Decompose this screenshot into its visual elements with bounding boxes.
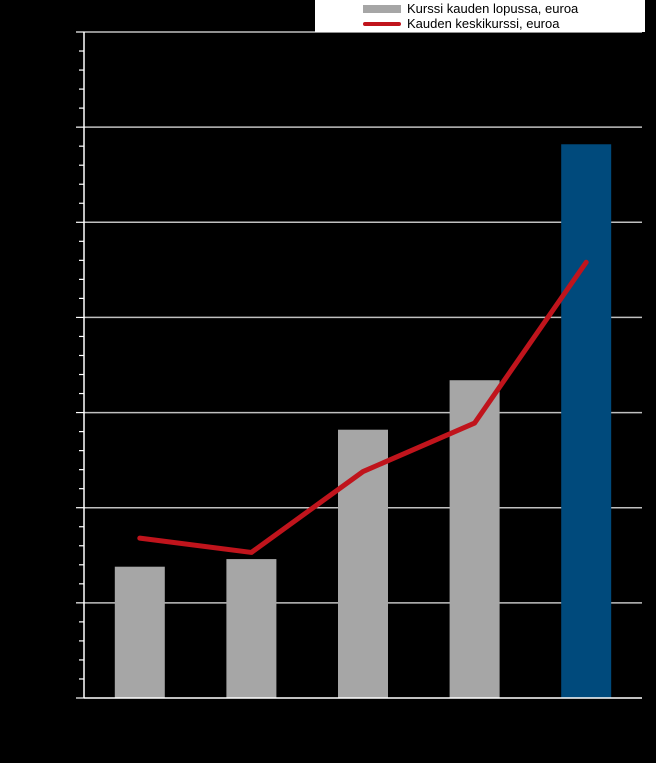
- average-price-line: [137, 259, 589, 555]
- line-series: [137, 259, 589, 555]
- legend: Kurssi kauden lopussa, euroa Kauden kesk…: [315, 0, 645, 32]
- legend-bar-swatch: [363, 5, 401, 13]
- bar: [449, 380, 500, 698]
- bar: [226, 559, 277, 698]
- bar: [114, 566, 165, 698]
- gridlines: [84, 31, 642, 604]
- legend-line-swatch: [363, 22, 401, 26]
- legend-label-bar: Kurssi kauden lopussa, euroa: [407, 1, 579, 16]
- bars: [114, 144, 612, 699]
- y-axis: [76, 31, 642, 699]
- legend-label-line: Kauden keskikurssi, euroa: [407, 16, 560, 31]
- bar: [561, 144, 612, 699]
